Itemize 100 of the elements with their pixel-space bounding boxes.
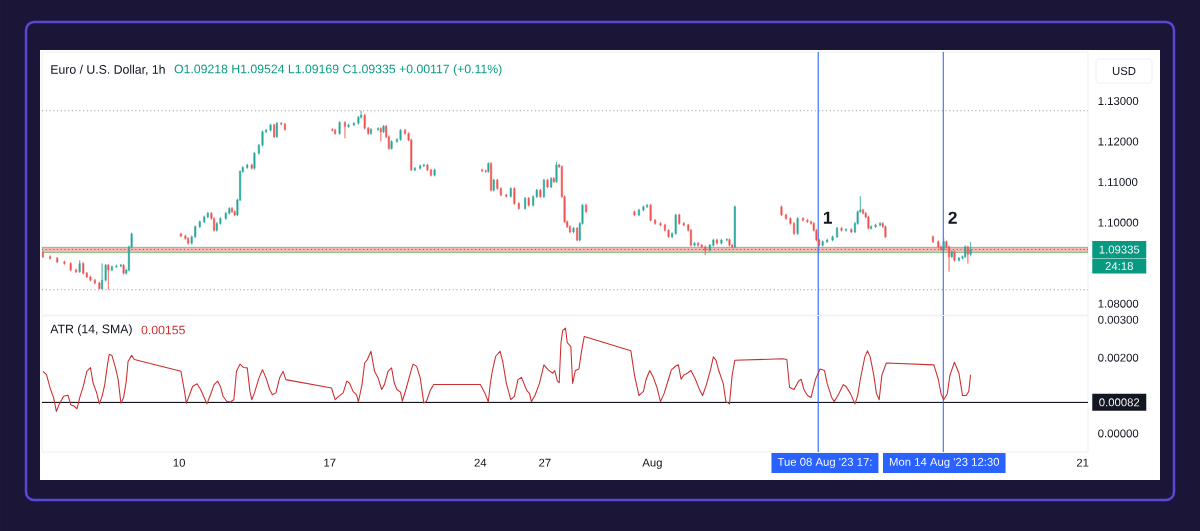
candlestick: [379, 127, 382, 142]
candlestick: [728, 238, 731, 247]
candlestick: [784, 213, 787, 221]
candlestick: [572, 226, 575, 234]
candlestick: [224, 211, 227, 221]
candlestick: [122, 263, 125, 275]
candlestick: [957, 256, 960, 262]
candlestick: [585, 203, 588, 214]
ref-line-label: Mon 14 Aug '23 12:30: [889, 457, 1000, 469]
text: Euro / U.S. Dollar, 1h: [51, 64, 165, 76]
y-axis-title: USD: [1112, 66, 1136, 75]
x-tick-label: 21: [1076, 458, 1089, 467]
candlestick: [347, 123, 350, 129]
candlestick: [82, 262, 85, 275]
candlestick: [552, 176, 555, 184]
candlestick: [433, 168, 436, 177]
candlestick: [642, 205, 645, 212]
candlestick: [430, 168, 432, 177]
candlestick: [733, 205, 736, 249]
y-tick-label: 1.11000: [1098, 178, 1138, 187]
x-tick-label: 10: [173, 458, 185, 467]
annotation: 2: [948, 211, 957, 224]
candlestick: [831, 235, 834, 242]
candlestick: [712, 238, 715, 247]
candlestick: [101, 263, 104, 290]
candlestick: [654, 218, 657, 225]
candlestick: [206, 211, 209, 219]
candlestick: [49, 255, 52, 260]
candlestick: [659, 221, 662, 227]
ref-line-label: 0.00082: [1099, 398, 1140, 407]
candlestick: [527, 196, 530, 207]
candlestick: [487, 161, 490, 174]
candlestick: [836, 226, 839, 239]
candlestick: [69, 262, 72, 272]
x-tick-label: Aug: [642, 458, 662, 469]
candlestick: [862, 208, 865, 215]
candlestick: [377, 127, 380, 131]
y-tick-label: 1.10000: [1098, 218, 1139, 227]
candlestick: [107, 263, 110, 291]
candlestick: [509, 187, 512, 198]
candlestick: [942, 238, 945, 251]
candlestick: [969, 241, 972, 257]
candlestick: [343, 121, 346, 139]
candlestick: [93, 278, 96, 285]
candlestick: [357, 115, 360, 125]
annotation: 1: [823, 211, 832, 224]
ref-line-label: Tue 08 Aug '23 17:: [777, 457, 872, 469]
candlestick: [331, 127, 334, 132]
text: O1.09218 H1.09524 L1.09169 C1.09335 +0.00117 (+0.11%): [174, 64, 502, 76]
candlestick: [964, 245, 967, 259]
candlestick: [203, 215, 206, 224]
candlestick: [953, 250, 956, 262]
candlestick: [63, 260, 66, 266]
candlestick: [667, 228, 670, 239]
candlestick: [413, 166, 416, 172]
x-tick-label: 27: [539, 458, 551, 467]
text: 0.00155: [141, 325, 185, 335]
candlestick: [352, 121, 355, 127]
candlestick: [542, 178, 545, 199]
candlestick: [115, 264, 118, 269]
candlestick: [215, 221, 218, 232]
candlestick: [187, 236, 190, 245]
candlestick: [646, 203, 648, 209]
candlestick: [513, 187, 516, 206]
candlestick: [821, 240, 824, 247]
candlestick: [539, 188, 542, 199]
candlestick: [555, 161, 558, 184]
candlestick: [840, 226, 843, 232]
y-tick-label: 0.00300: [1098, 315, 1139, 324]
candlestick: [884, 225, 887, 239]
candlestick: [505, 193, 508, 198]
candlestick: [78, 260, 81, 274]
candlestick: [937, 240, 940, 249]
candlestick: [704, 245, 707, 256]
candlestick: [689, 228, 692, 247]
y-tick-label: 1.12000: [1098, 137, 1139, 146]
candlestick: [806, 218, 809, 224]
y-tick-label: 1.08000: [1098, 299, 1139, 308]
candlestick: [950, 250, 953, 259]
candlestick: [725, 238, 728, 242]
candlestick: [693, 241, 696, 247]
ref-line-label: 1.09335: [1099, 245, 1140, 254]
candlestick: [492, 178, 495, 192]
candlestick: [874, 223, 877, 229]
candlestick: [568, 225, 571, 234]
candlestick: [75, 268, 78, 274]
candlestick: [110, 265, 113, 272]
candlestick: [550, 176, 553, 189]
candlestick: [184, 234, 187, 240]
candlestick: [269, 123, 272, 132]
candlestick: [89, 275, 92, 282]
candlestick: [390, 140, 393, 150]
candlestick: [697, 241, 700, 247]
candlestick: [231, 206, 234, 214]
candlestick: [637, 208, 640, 217]
candlestick: [253, 151, 256, 170]
candlestick: [845, 228, 847, 232]
y-tick-label: 0.00200: [1098, 353, 1139, 362]
text: 24:18: [1105, 262, 1133, 271]
candlestick: [56, 256, 59, 264]
